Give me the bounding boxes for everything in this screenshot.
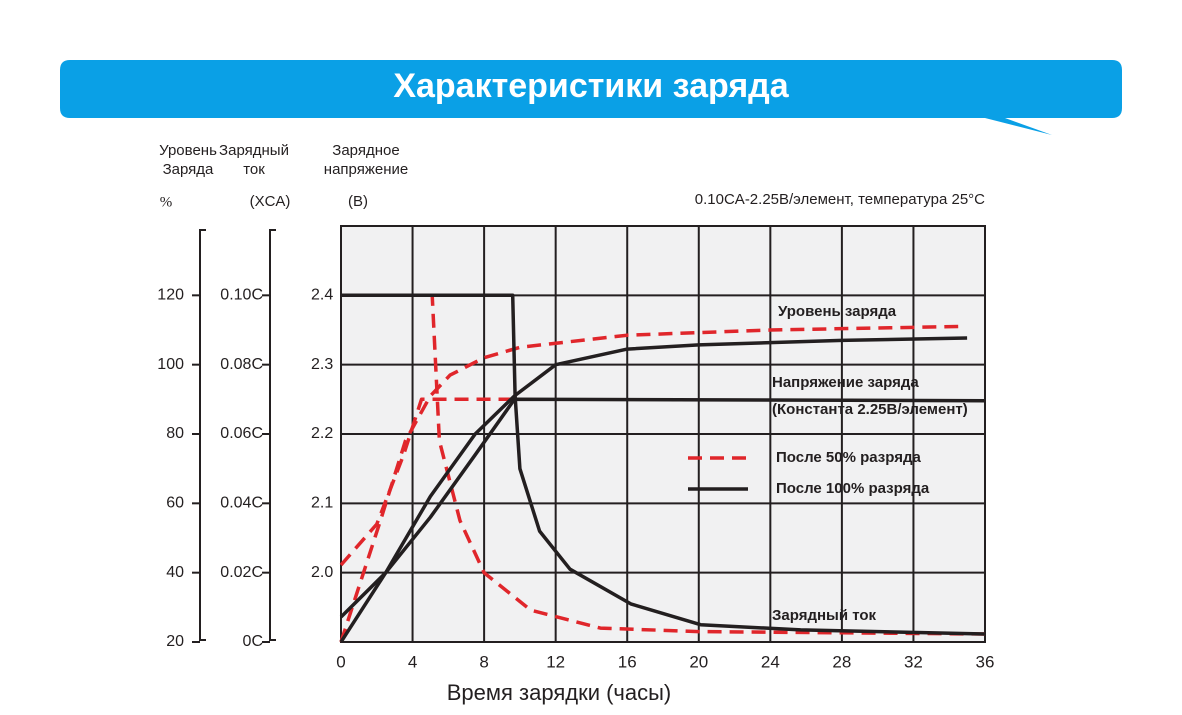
axis-unit: (XCA) — [250, 193, 291, 210]
legend-label: После 100% разряда — [776, 480, 930, 497]
y-tick-label: 0.02C — [220, 564, 263, 581]
y-tick-label: 20 — [166, 633, 184, 650]
y-tick-label: 0.04C — [220, 495, 263, 512]
y-tick-label: 0.06C — [220, 425, 263, 442]
chart-title: Характеристики заряда — [393, 67, 789, 105]
y-tick-label: 60 — [166, 495, 184, 512]
x-tick-label: 20 — [689, 652, 708, 671]
x-tick-label: 32 — [904, 652, 923, 671]
axis-header: Заряда — [163, 161, 214, 178]
x-tick-label: 36 — [976, 652, 995, 671]
x-tick-label: 8 — [479, 652, 488, 671]
line-series — [341, 293, 986, 636]
x-tick-label: 4 — [408, 652, 417, 671]
y-tick-label: 100 — [157, 356, 184, 373]
y-tick-label: 2.4 — [311, 287, 333, 304]
x-tick-label: 16 — [618, 652, 637, 671]
x-tick-label: 28 — [832, 652, 851, 671]
y-tick-label: 0.08C — [220, 356, 263, 373]
legend-label: После 50% разряда — [776, 449, 922, 466]
line-series — [428, 293, 986, 636]
y-tick-label: 40 — [166, 564, 184, 581]
x-tick-label: 0 — [336, 652, 345, 671]
y-tick-label: 2.1 — [311, 495, 333, 512]
axis-bracket — [269, 229, 276, 641]
x-tick-label: 24 — [761, 652, 780, 671]
x-tick-label: 12 — [546, 652, 565, 671]
y-tick-label: 120 — [157, 287, 184, 304]
y-tick-label: 2.0 — [311, 564, 333, 581]
axis-header: Зарядное — [332, 142, 399, 159]
annotation: (Константа 2.25В/элемент) — [772, 401, 968, 418]
annotation: Уровень заряда — [778, 303, 897, 320]
axis-header: ток — [243, 161, 265, 178]
axis-header: Зарядный — [219, 142, 289, 159]
subtitle: 0.10CA-2.25В/элемент, температура 25°C — [695, 191, 985, 208]
annotation: Напряжение заряда — [772, 374, 919, 391]
line-series — [339, 397, 986, 619]
axis-unit: % — [160, 194, 173, 210]
axis-bracket — [199, 229, 206, 641]
y-tick-label: 0C — [243, 633, 263, 650]
axis-unit: (B) — [348, 193, 368, 210]
y-tick-label: 2.3 — [311, 356, 333, 373]
line-series — [339, 324, 959, 643]
axis-header: Уровень — [159, 142, 217, 159]
line-series — [339, 336, 968, 643]
axis-header: напряжение — [324, 161, 408, 178]
y-tick-label: 0.10C — [220, 287, 263, 304]
x-axis-label: Время зарядки (часы) — [447, 680, 672, 705]
y-tick-label: 2.2 — [311, 425, 333, 442]
annotation: Зарядный ток — [772, 607, 877, 624]
title-banner — [60, 60, 1122, 135]
y-tick-label: 80 — [166, 425, 184, 442]
